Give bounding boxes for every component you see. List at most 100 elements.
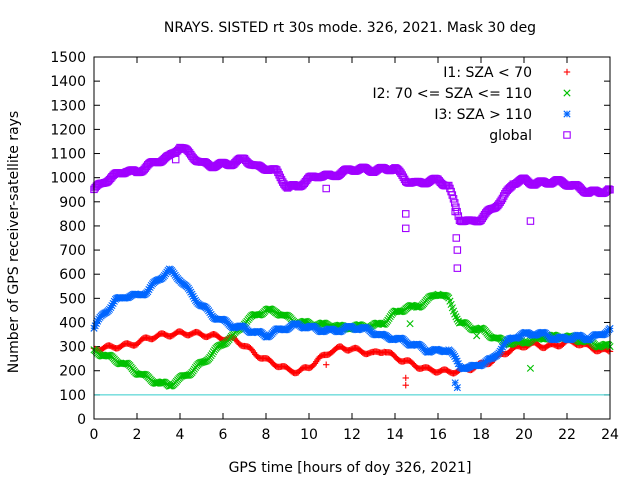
marker-stroke bbox=[469, 326, 477, 334]
data-point bbox=[248, 346, 255, 353]
data-point bbox=[522, 339, 530, 347]
marker-stroke bbox=[377, 320, 385, 328]
marker-stroke bbox=[264, 305, 272, 313]
y-tick-label: 1200 bbox=[50, 122, 86, 138]
marker-stroke bbox=[458, 318, 466, 327]
marker-stroke bbox=[300, 317, 308, 325]
marker-stroke bbox=[208, 350, 216, 358]
data-point bbox=[219, 340, 227, 348]
y-tick-label: 300 bbox=[59, 340, 86, 356]
data-point bbox=[494, 334, 502, 342]
axis-ticks: 0 2 4 6 8 10 12 14 16 18 20 22 240100200300400500600… bbox=[50, 50, 619, 443]
marker-stroke bbox=[522, 339, 530, 347]
marker-stroke bbox=[139, 370, 147, 378]
marker-stroke bbox=[166, 382, 175, 390]
marker-stroke bbox=[140, 370, 148, 378]
data-point bbox=[459, 318, 467, 327]
y-tick-label: 1400 bbox=[50, 74, 86, 90]
y-tick-label: 400 bbox=[59, 315, 86, 331]
marker-stroke bbox=[452, 313, 460, 321]
data-point bbox=[183, 371, 191, 379]
data-point bbox=[200, 358, 208, 366]
data-point bbox=[208, 350, 216, 358]
marker-stroke bbox=[159, 378, 167, 386]
marker-stroke bbox=[185, 286, 194, 294]
marker-stroke bbox=[188, 290, 196, 298]
marker-stroke bbox=[103, 351, 111, 359]
marker-stroke bbox=[449, 307, 458, 315]
y-tick-label: 1000 bbox=[50, 171, 86, 187]
data-point bbox=[166, 382, 175, 390]
marker-stroke bbox=[189, 292, 197, 300]
marker-stroke bbox=[459, 318, 467, 327]
marker-stroke bbox=[453, 315, 461, 323]
y-tick-label: 1300 bbox=[50, 98, 86, 114]
marker-stroke bbox=[280, 311, 288, 319]
marker-stroke bbox=[183, 371, 191, 379]
marker-stroke bbox=[158, 378, 166, 386]
marker-stroke bbox=[281, 311, 289, 319]
marker-stroke bbox=[319, 319, 327, 327]
marker-stroke bbox=[494, 334, 502, 342]
data-point bbox=[319, 319, 327, 327]
data-point bbox=[397, 308, 405, 316]
marker-stroke bbox=[451, 352, 459, 361]
x-tick-label: 22 bbox=[558, 427, 576, 443]
x-tick-label: 18 bbox=[472, 427, 490, 443]
marker-stroke bbox=[451, 310, 459, 318]
x-tick-label: 8 bbox=[262, 427, 271, 443]
series-i1-sza-70 bbox=[90, 328, 614, 377]
x-tick-label: 12 bbox=[343, 427, 361, 443]
x-tick-label: 4 bbox=[176, 427, 185, 443]
x-tick-label: 6 bbox=[219, 427, 228, 443]
marker-stroke bbox=[187, 288, 195, 296]
y-tick-label: 700 bbox=[59, 243, 86, 259]
data-point bbox=[602, 340, 611, 348]
marker-stroke bbox=[121, 359, 129, 367]
y-axis-label: Number of GPS receiver-satellite rays bbox=[6, 111, 22, 373]
y-tick-label: 0 bbox=[77, 412, 86, 428]
series-global bbox=[90, 143, 614, 226]
x-tick-label: 20 bbox=[515, 427, 533, 443]
marker-stroke bbox=[318, 319, 326, 327]
marker-stroke bbox=[336, 321, 344, 329]
marker-stroke bbox=[452, 355, 460, 363]
x-axis-label: GPS time [hours of doy 326, 2021] bbox=[229, 460, 472, 476]
marker-stroke bbox=[104, 351, 112, 359]
marker-stroke bbox=[439, 291, 447, 299]
marker-stroke bbox=[219, 340, 227, 348]
chart-title: NRAYS. SISTED rt 30s mode. 326, 2021. Ma… bbox=[164, 20, 536, 36]
marker-stroke bbox=[200, 358, 208, 366]
y-tick-label: 1100 bbox=[50, 147, 86, 163]
marker-stroke bbox=[265, 305, 274, 313]
data-point bbox=[265, 305, 274, 313]
marker-stroke bbox=[454, 360, 462, 368]
marker-stroke bbox=[601, 340, 609, 348]
y-tick-label: 500 bbox=[59, 291, 86, 307]
y-tick-label: 600 bbox=[59, 267, 86, 283]
x-tick-label: 10 bbox=[300, 427, 318, 443]
series-i3-sza-110 bbox=[90, 265, 614, 373]
y-tick-label: 100 bbox=[59, 388, 86, 404]
x-tick-label: 2 bbox=[133, 427, 142, 443]
marker-stroke bbox=[408, 301, 416, 309]
x-tick-label: 16 bbox=[429, 427, 447, 443]
marker-stroke bbox=[397, 308, 405, 316]
marker-stroke bbox=[476, 324, 484, 332]
marker-stroke bbox=[409, 301, 417, 310]
x-tick-label: 14 bbox=[386, 427, 404, 443]
marker-stroke bbox=[447, 300, 455, 309]
marker-stroke bbox=[448, 304, 456, 312]
y-tick-label: 800 bbox=[59, 219, 86, 235]
data-point bbox=[310, 361, 317, 369]
data-point bbox=[409, 301, 417, 310]
x-tick-label: 24 bbox=[601, 427, 619, 443]
marker-stroke bbox=[492, 334, 501, 342]
x-tick-label: 0 bbox=[90, 427, 99, 443]
marker-stroke bbox=[453, 357, 461, 365]
marker-stroke bbox=[602, 340, 611, 348]
marker-stroke bbox=[440, 291, 448, 299]
series-layer bbox=[90, 143, 614, 392]
data-point bbox=[104, 351, 112, 359]
